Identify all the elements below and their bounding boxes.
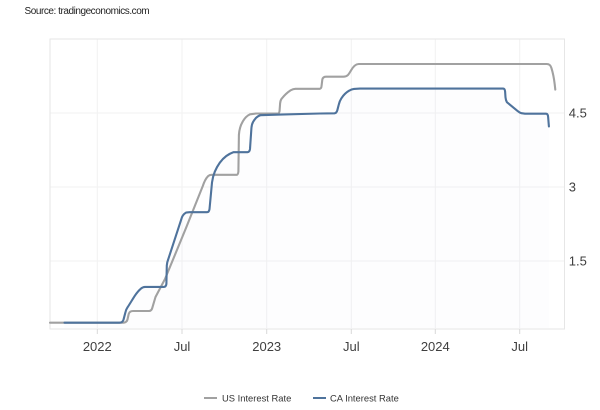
svg-text:2024: 2024: [421, 339, 450, 354]
svg-text:1.5: 1.5: [569, 254, 587, 269]
svg-text:CA Interest Rate: CA Interest Rate: [330, 393, 399, 404]
svg-text:4.5: 4.5: [569, 106, 587, 121]
svg-text:3: 3: [569, 180, 576, 195]
svg-text:Jul: Jul: [343, 339, 360, 354]
svg-text:2022: 2022: [83, 339, 112, 354]
svg-text:2023: 2023: [252, 339, 281, 354]
svg-text:US Interest Rate: US Interest Rate: [222, 393, 291, 404]
svg-text:Jul: Jul: [174, 339, 191, 354]
svg-text:Jul: Jul: [511, 339, 528, 354]
svg-text:Source: tradingeconomics.com: Source: tradingeconomics.com: [25, 6, 150, 17]
